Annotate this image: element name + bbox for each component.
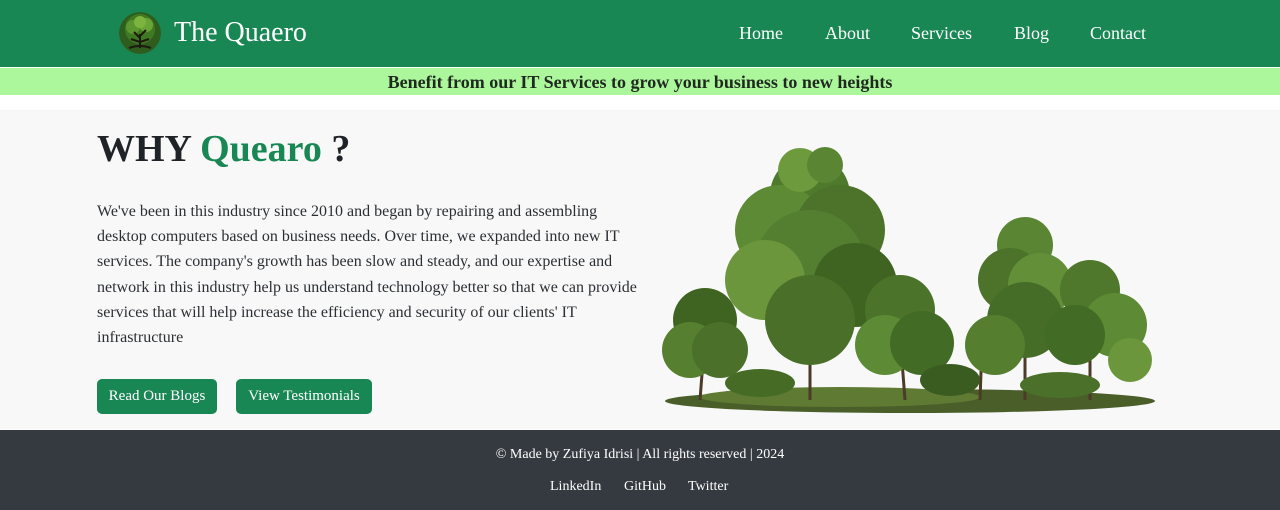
nav-item-blog[interactable]: Blog bbox=[1014, 23, 1050, 43]
copyright-text: © Made by Zufiya Idrisi | All rights res… bbox=[495, 447, 785, 462]
linkedin-link[interactable]: LinkedIn bbox=[550, 479, 602, 494]
footer: © Made by Zufiya Idrisi | All rights res… bbox=[0, 430, 1280, 510]
heading-why: WHY bbox=[97, 128, 191, 170]
hero-description: We've been in this industry since 2010 a… bbox=[97, 203, 637, 347]
read-blogs-button[interactable]: Read Our Blogs bbox=[97, 379, 217, 414]
github-link[interactable]: GitHub bbox=[624, 479, 666, 494]
nav-links: Home About Services Blog Contact bbox=[0, 22, 1280, 44]
announcement-text: Benefit from our IT Services to grow you… bbox=[387, 72, 893, 92]
nav-item-about[interactable]: About bbox=[825, 23, 870, 43]
heading-question-mark: ? bbox=[331, 128, 351, 170]
nav-item-contact[interactable]: Contact bbox=[1090, 23, 1146, 43]
page-title: WHY Quearo ? bbox=[97, 127, 350, 171]
twitter-link[interactable]: Twitter bbox=[688, 479, 729, 494]
heading-brand: Quearo bbox=[200, 128, 322, 170]
social-links: LinkedIn GitHub Twitter bbox=[0, 478, 1280, 496]
announcement-bar: Benefit from our IT Services to grow you… bbox=[0, 68, 1280, 95]
trees-illustration bbox=[662, 147, 1155, 413]
brand-link[interactable]: The Quaero bbox=[119, 11, 307, 55]
tree-logo-icon bbox=[119, 12, 161, 54]
view-testimonials-button[interactable]: View Testimonials bbox=[236, 379, 372, 414]
nav-item-home[interactable]: Home bbox=[739, 23, 783, 43]
navbar: The Quaero Home About Services Blog Cont… bbox=[0, 0, 1280, 67]
brand-name: The Quaero bbox=[174, 17, 307, 48]
nav-item-services[interactable]: Services bbox=[911, 23, 972, 43]
